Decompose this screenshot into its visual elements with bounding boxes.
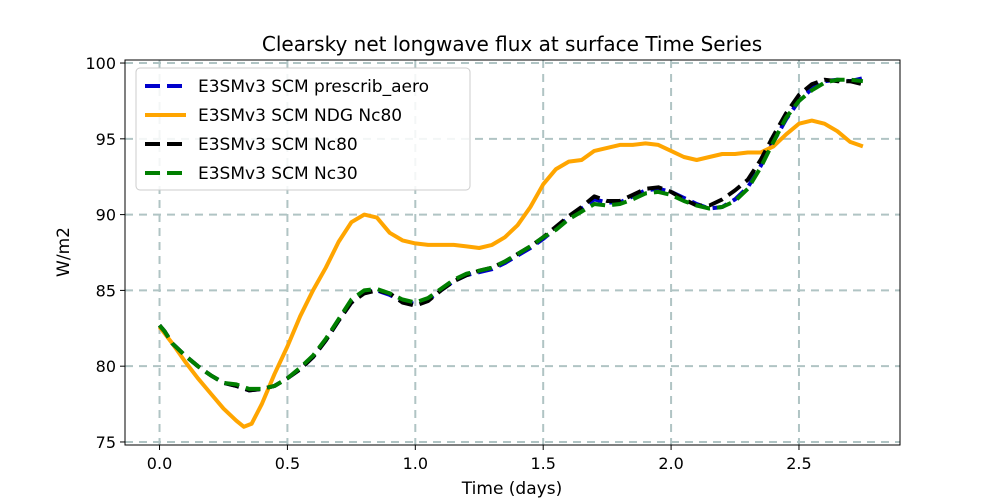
y-axis: 75 80 85 90 95 100	[85, 54, 125, 452]
x-tick-label: 1.5	[530, 454, 555, 473]
plot-frame	[124, 59, 901, 446]
series-line-e3smv3-scm-nc30	[157, 77, 864, 391]
legend-label-e3smv3-scm-nc80: E3SMv3 SCM Nc80	[198, 135, 358, 155]
legend-box	[135, 67, 471, 191]
y-tick-label: 90	[96, 206, 116, 225]
x-tick-label: 2.0	[658, 454, 683, 473]
series-line-e3smv3-scm-ndg-nc80	[157, 118, 864, 429]
y-axis-label: W/m2	[54, 227, 74, 277]
y-tick-label: 100	[85, 54, 116, 73]
chart-title: Clearsky net longwave flux at surface Ti…	[262, 32, 762, 56]
y-tick-label: 75	[96, 433, 116, 452]
x-tick-label: 0.0	[147, 454, 172, 473]
legend-label-e3smv3-scm-ndg-nc80: E3SMv3 SCM NDG Nc80	[198, 106, 402, 126]
x-tick-label: 0.5	[275, 454, 300, 473]
x-axis: 0.0 0.5 1.0 1.5 2.0 2.5	[147, 445, 812, 473]
legend-label-e3smv3-scm-prescrib-aero: E3SMv3 SCM prescrib_aero	[198, 77, 429, 97]
legend-label-e3smv3-scm-nc30: E3SMv3 SCM Nc30	[198, 164, 358, 184]
y-tick-label: 80	[96, 357, 116, 376]
y-tick-label: 95	[96, 130, 116, 149]
series-layer	[157, 76, 864, 429]
legend: E3SMv3 SCM prescrib_aero E3SMv3 SCM NDG N…	[135, 67, 471, 191]
x-tick-label: 2.5	[786, 454, 811, 473]
x-axis-label: Time (days)	[461, 479, 562, 499]
y-tick-label: 85	[96, 281, 116, 300]
x-tick-label: 1.0	[403, 454, 428, 473]
